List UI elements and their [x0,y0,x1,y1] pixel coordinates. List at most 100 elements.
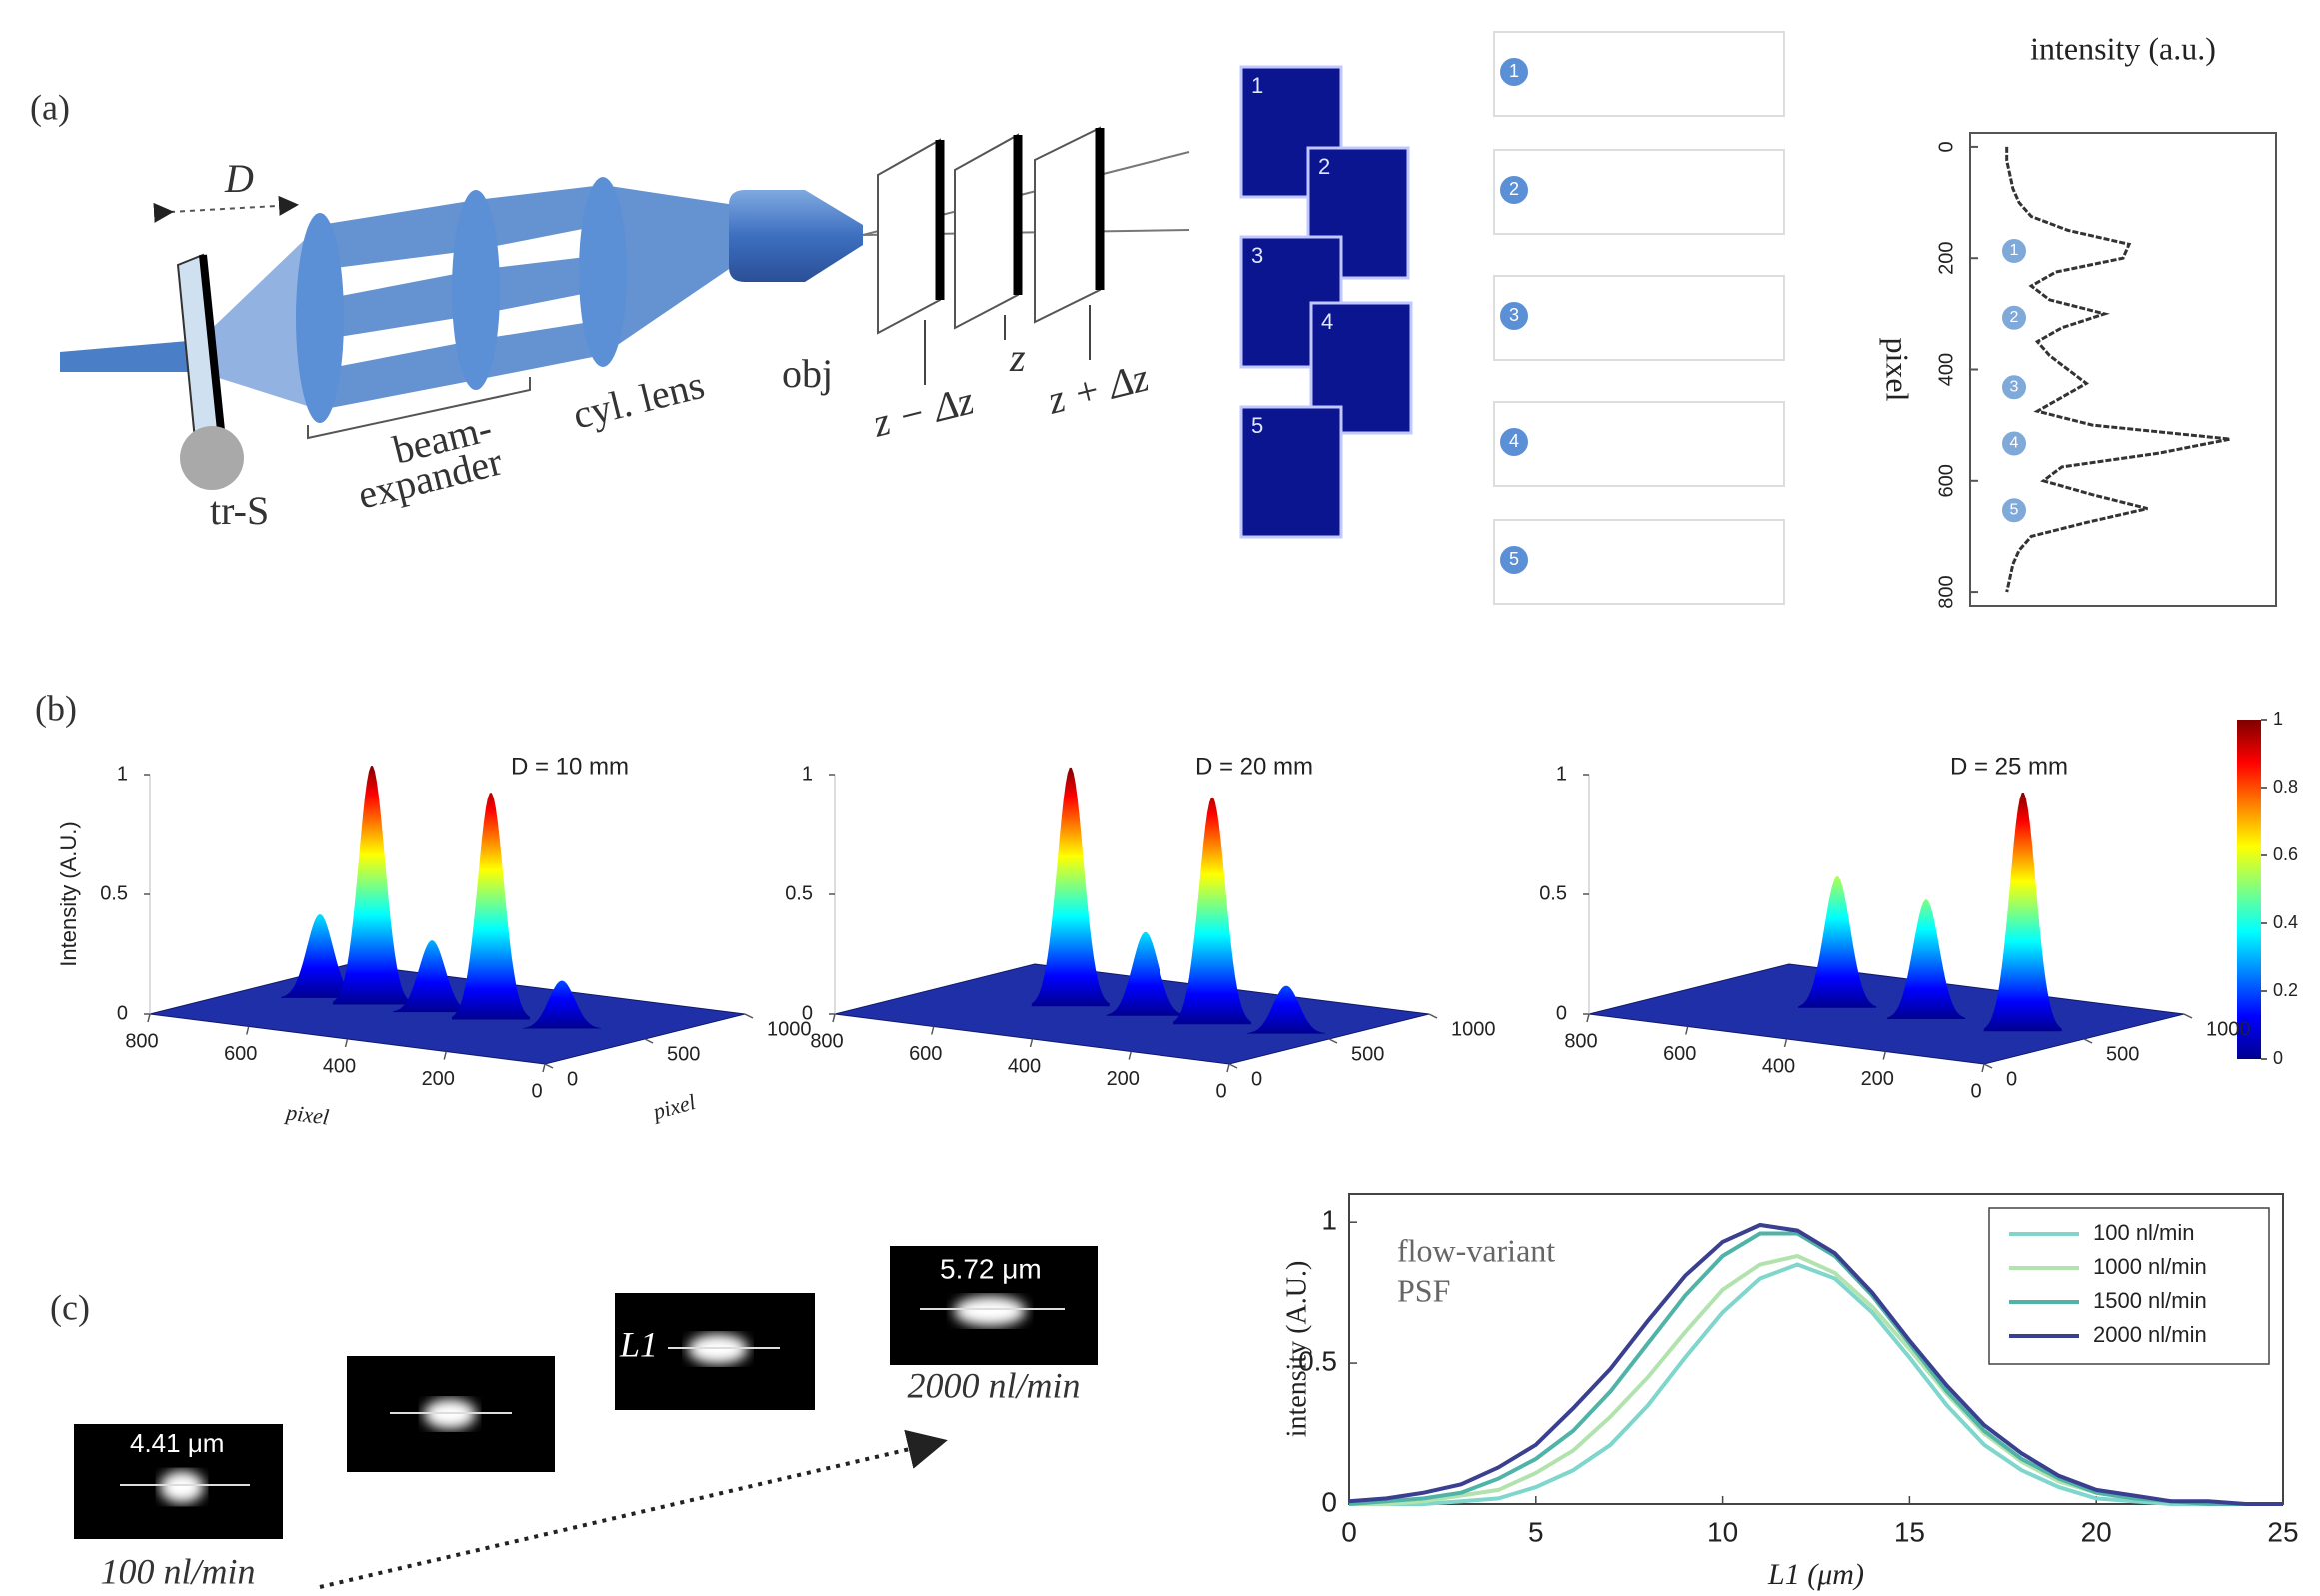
tick-mark [1982,1064,1984,1072]
tick-mark [545,1064,553,1068]
z-tick-label: 1 [117,763,128,785]
objective [729,190,863,282]
annotation: PSF [1397,1272,1450,1308]
y-tick-label: 1 [1321,1205,1337,1236]
spot [160,1471,204,1503]
tick-mark [247,1027,249,1035]
axis-label: intensity (A.U.) [1281,1261,1312,1438]
x-tick-label: 5 [1528,1516,1544,1547]
tick-mark [1031,1039,1033,1047]
x-tick-label: 400 [1762,1055,1795,1077]
tick-mark [1686,1027,1688,1035]
x-tick-label: 15 [1894,1516,1925,1547]
stripe-number: 1 [1509,61,1519,81]
z-tick-label: 1 [802,763,813,785]
chart-title: D = 20 mm [1195,753,1313,780]
lens [452,190,500,390]
chart-title: intensity (a.u.) [2030,30,2216,66]
y-tick-label: 200 [1935,242,1957,275]
x-tick-label: 800 [1564,1030,1597,1052]
label: D [224,156,254,201]
x-tick-label: 400 [1008,1055,1041,1077]
colorbar-ticks: 00.20.40.60.81 [2261,709,2298,1068]
y-tick-label: 600 [1935,464,1957,497]
frame-number: 2 [1318,154,1330,179]
lens [296,213,344,423]
colorbar-tick-label: 0.8 [2273,777,2298,797]
annotation: flow-variant [1397,1232,1555,1268]
z-tick-label: 0.5 [1539,882,1567,904]
tick-mark [2184,1014,2192,1018]
ray [320,340,476,410]
psf-images [74,1246,1098,1587]
z-tick-label: 0.5 [100,882,128,904]
y-tick-label: 0 [567,1068,578,1090]
x-tick-label: 10 [1707,1516,1738,1547]
scale-label: 4.41 μm [130,1428,224,1458]
distance-arrow [170,205,295,212]
spot [954,1296,1026,1326]
frame-number: 1 [1251,73,1263,98]
panel-label: (b) [35,688,77,728]
frame-number: 3 [1251,243,1263,268]
stripe-number: 4 [1509,431,1519,451]
y-tick-label: 0 [1251,1068,1262,1090]
tick-mark [1229,1064,1237,1068]
stripe-number: 5 [1509,549,1519,569]
axis-label: pixel [649,1089,699,1125]
z-tick-label: 0 [117,1002,128,1024]
frame-number: 4 [1321,309,1333,334]
x-tick-label: 600 [224,1043,257,1065]
x-tick-label: 200 [422,1068,455,1090]
tick-mark [444,1052,446,1060]
label: z − Δz [868,377,979,446]
panel-label: (c) [50,1287,90,1327]
y-tick-label: 0 [2006,1068,2017,1090]
x-tick-label: 0 [1341,1516,1357,1547]
peak-number: 1 [2010,242,2019,259]
plane [1035,128,1100,322]
frames: 1 2 3 4 5 [1241,67,1411,537]
x-tick-label: 25 [2267,1516,2298,1547]
colorbar-tick-label: 1 [2273,709,2283,729]
y-tick-label: 0 [1935,141,1957,152]
x-tick-label: 800 [125,1030,158,1052]
tick-mark [1785,1039,1787,1047]
input-beam [60,340,200,372]
stripe-number: 3 [1509,305,1519,325]
tick-mark [1129,1052,1131,1060]
tick-mark [833,1014,835,1022]
y-tick-label: 0 [1321,1486,1337,1517]
axis-label: pixel [1880,338,1916,402]
x-tick-label: 0 [1215,1080,1226,1102]
ray [320,200,476,270]
colorbar [2237,720,2261,1059]
x-tick-label: 600 [1663,1043,1696,1065]
label: obj [782,351,833,396]
y-tick-label: 500 [667,1043,700,1065]
stripe-number: 2 [1509,179,1519,199]
axis-label: L1 (μm) [1767,1558,1864,1591]
tick-mark [932,1027,934,1035]
z-tick-label: 0.5 [785,882,813,904]
colorbar-tick-label: 0.4 [2273,912,2298,932]
chart-title: D = 10 mm [511,753,629,780]
cyl-lens [579,177,627,367]
x-tick-label: 800 [810,1030,843,1052]
frame-number: 5 [1251,413,1263,438]
z-tick-label: 0 [802,1002,813,1024]
marker-label: L1 [619,1324,658,1364]
legend-label: 1500 nl/min [2093,1288,2207,1313]
chart-title: D = 25 mm [1950,753,2068,780]
tick-mark [645,1039,653,1043]
tick-mark [1984,1064,1992,1068]
x-tick-label: 0 [1970,1080,1981,1102]
tick-mark [543,1064,545,1072]
y-tick-label: 1000 [2206,1018,2251,1040]
colorbar-tick-label: 0.6 [2273,844,2298,864]
y-tick-label: 500 [1351,1043,1384,1065]
tick-mark [1883,1052,1885,1060]
peak-number: 5 [2010,502,2019,519]
tick-mark [346,1039,348,1047]
x-tick-label: 20 [2081,1516,2112,1547]
